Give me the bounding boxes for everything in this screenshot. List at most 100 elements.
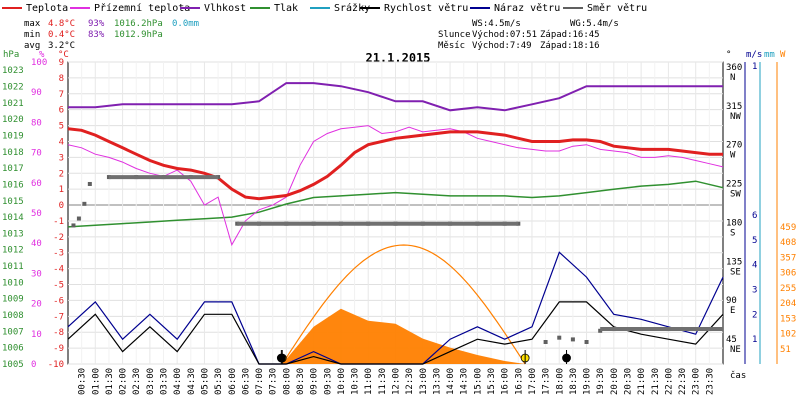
- tick-degc: -6: [53, 296, 64, 306]
- wind-wg: WG:5.4m/s: [570, 19, 619, 29]
- tick-time: 02:00: [119, 368, 129, 395]
- tick-pct: 10: [31, 330, 42, 340]
- legend-label-3: Tlak: [274, 3, 298, 14]
- tick-time: 17:30: [542, 368, 552, 395]
- tick-degc: -4: [53, 265, 64, 275]
- tick-pct: 60: [31, 179, 42, 189]
- tick-ms: 2: [752, 310, 757, 320]
- unit-w: W: [780, 50, 786, 60]
- tick-time: 21:30: [651, 368, 661, 395]
- tick-time: 00:30: [78, 368, 88, 395]
- unit-ms: m/s: [746, 50, 762, 60]
- tick-ms: 3: [752, 286, 757, 296]
- tick-time: 20:30: [623, 368, 633, 395]
- legend: Teplota Přízemní teplota Vlhkost Tlak Srážky…: [2, 2, 647, 14]
- tick-time: 13:00: [419, 368, 429, 395]
- tick-w: 255: [780, 284, 796, 294]
- tick-degc: -2: [53, 233, 64, 243]
- legend-label-4: Srážky: [334, 2, 370, 14]
- tick-pct: 70: [31, 149, 42, 159]
- tick-degc: -1: [53, 217, 64, 227]
- tick-time: 06:30: [241, 368, 251, 395]
- tick-pct: 80: [31, 118, 42, 128]
- wind-dir-point: [82, 201, 87, 206]
- tick-time: 19:00: [583, 368, 593, 395]
- tick-hpa: 1021: [2, 99, 24, 109]
- wind-dir-point: [76, 216, 81, 221]
- tick-dir-deg: 90: [726, 296, 737, 306]
- tick-degc: 2: [59, 169, 64, 179]
- tick-degc: 6: [59, 106, 64, 116]
- stat-min-temp: 0.4°C: [48, 30, 75, 40]
- tick-time: 23:00: [692, 368, 702, 395]
- tick-hpa: 1019: [2, 131, 24, 141]
- legend-label-6: Náraz větru: [494, 2, 560, 14]
- markers-layer: [276, 350, 571, 364]
- unit-mm: mm: [764, 50, 775, 60]
- tick-time: 08:30: [296, 368, 306, 395]
- tick-hpa: 1009: [2, 295, 24, 305]
- tick-w: 153: [780, 314, 796, 324]
- tick-time: 08:00: [282, 368, 292, 395]
- tick-time: 09:00: [310, 368, 320, 395]
- tick-degc: -10: [48, 360, 64, 370]
- series-ground-temp: [67, 125, 724, 247]
- tick-degc: 5: [59, 122, 64, 132]
- legend-label-7: Směr větru: [587, 2, 647, 14]
- tick-dir-deg: 315: [726, 102, 742, 112]
- tick-ms: 6: [752, 211, 757, 221]
- tick-degc: -9: [53, 344, 64, 354]
- wind-dir-point: [543, 339, 548, 344]
- tick-pct: 0: [31, 360, 36, 370]
- sun-set: Západ:16:45: [540, 30, 600, 40]
- tick-dir-deg: 360: [726, 63, 742, 73]
- axis-units: hPa % °C ° m/s mm W čas: [3, 50, 786, 381]
- tick-time: 04:30: [187, 368, 197, 395]
- tick-degc: -8: [53, 328, 64, 338]
- tick-time: 12:30: [405, 368, 415, 395]
- series-humidity: [68, 82, 723, 112]
- tick-time: 10:30: [351, 368, 361, 395]
- tick-dir-name: SW: [730, 190, 741, 200]
- tick-time: 16:30: [514, 368, 524, 395]
- tick-dir-name: S: [730, 228, 735, 238]
- tick-time: 23:30: [705, 368, 715, 395]
- tick-hpa: 1023: [2, 66, 24, 76]
- tick-time: 09:30: [323, 368, 333, 395]
- tick-hpa: 1006: [2, 344, 24, 354]
- tick-degc: -5: [53, 281, 64, 291]
- tick-pct: 20: [31, 300, 42, 310]
- stat-min-label: min: [24, 30, 40, 40]
- tick-ms: 1: [752, 335, 757, 345]
- wind-dir-point: [87, 181, 92, 186]
- legend-label-1: Přízemní teplota: [94, 2, 190, 14]
- tick-degc: -3: [53, 249, 64, 259]
- tick-time: 11:00: [364, 368, 374, 395]
- stat-avg-temp: 3.2°C: [48, 41, 75, 51]
- tick-w: 102: [780, 330, 796, 340]
- tick-dir-deg: 180: [726, 218, 742, 228]
- stat-max-hum: 93%: [88, 19, 105, 29]
- tick-time: 20:00: [610, 368, 620, 395]
- tick-w: 459: [780, 223, 796, 233]
- tick-time: 19:30: [596, 368, 606, 395]
- tick-ms: 4: [752, 261, 757, 271]
- tick-time: 05:30: [214, 368, 224, 395]
- stat-max-label: max: [24, 19, 41, 29]
- series-temperature: [67, 127, 723, 201]
- tick-dir-deg: 225: [726, 180, 742, 190]
- unit-time: čas: [730, 370, 746, 381]
- tick-time: 22:00: [664, 368, 674, 395]
- tick-dir-deg: 135: [726, 257, 742, 267]
- tick-time: 15:00: [473, 368, 483, 395]
- tick-hpa: 1007: [2, 327, 24, 337]
- series-solar-area: [282, 308, 526, 364]
- unit-pct: %: [39, 50, 45, 60]
- tick-time: 07:30: [269, 368, 279, 395]
- tick-pct: 40: [31, 239, 42, 249]
- tick-time: 22:30: [678, 368, 688, 395]
- series-layer: [67, 82, 724, 365]
- legend-label-5: Rychlost větru: [384, 2, 468, 14]
- wind-dir-point: [557, 335, 562, 340]
- tick-degc: 1: [59, 185, 64, 195]
